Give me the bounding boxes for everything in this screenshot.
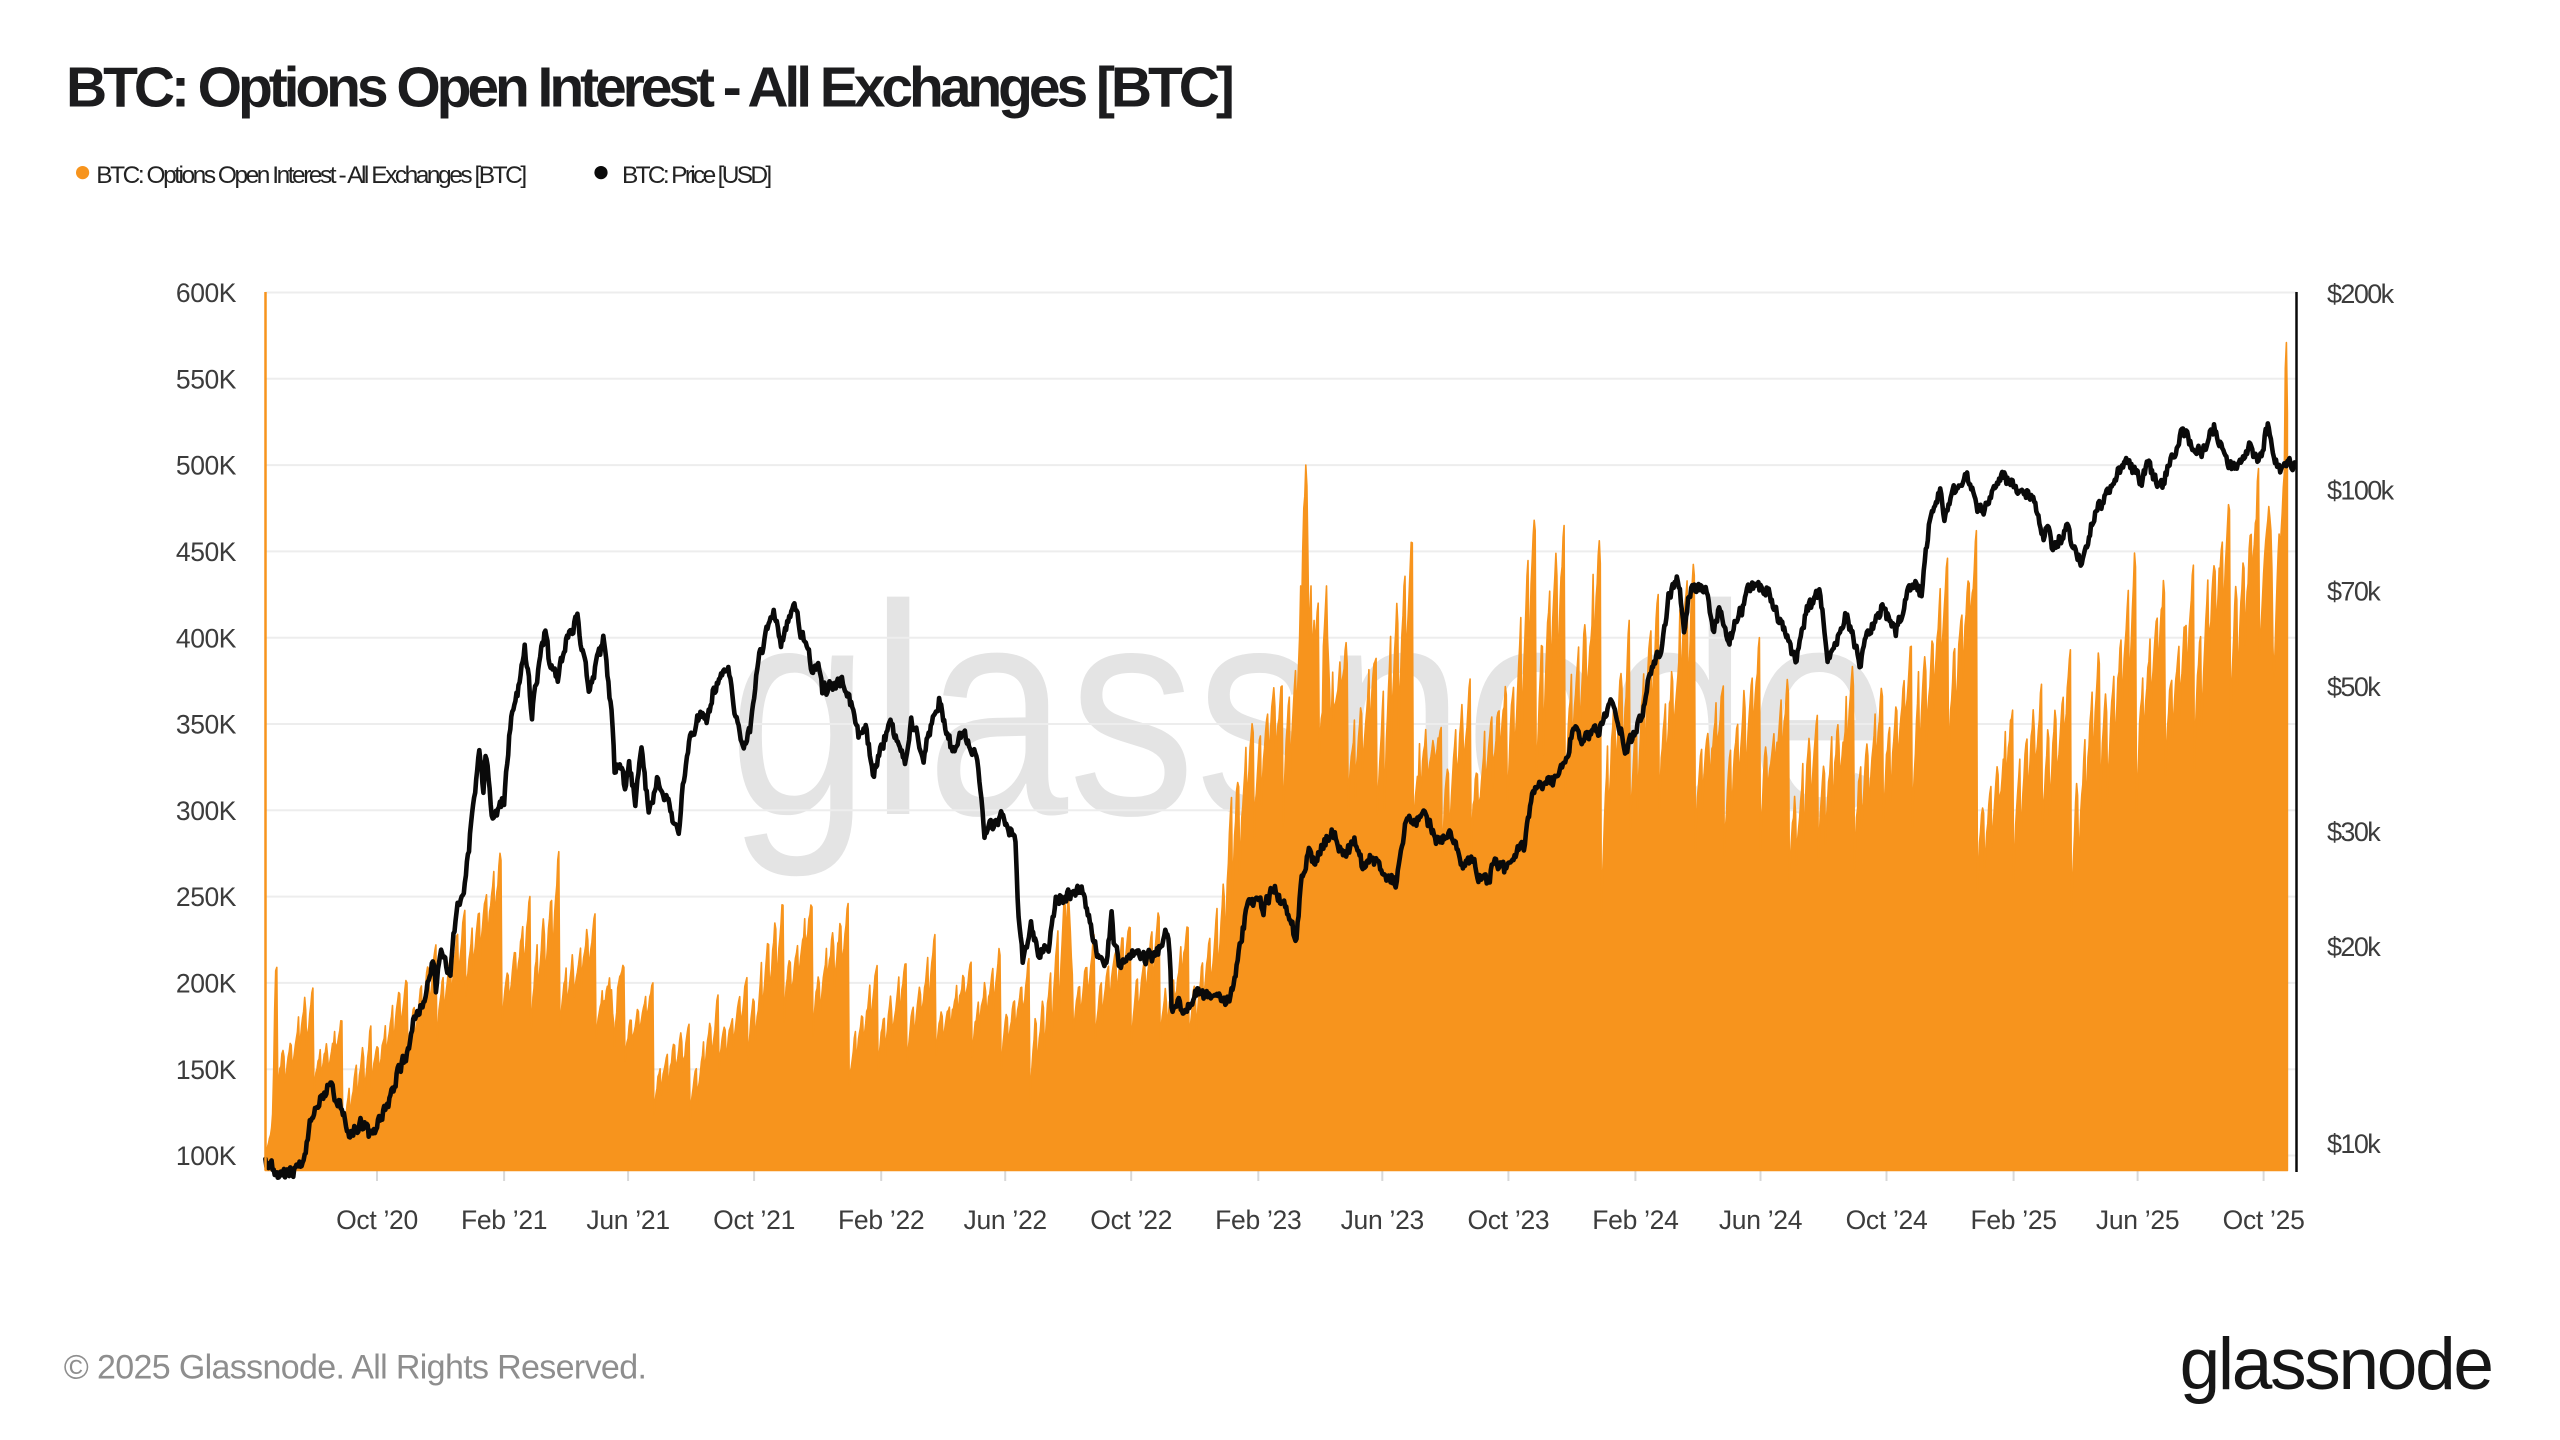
svg-text:Oct ’21: Oct ’21: [713, 1205, 795, 1235]
svg-text:450K: 450K: [176, 537, 237, 567]
svg-text:BTC: Options Open Interest - A: BTC: Options Open Interest - All Exchang…: [96, 162, 526, 189]
svg-text:Oct ’25: Oct ’25: [2223, 1205, 2305, 1235]
svg-text:Jun ’23: Jun ’23: [1341, 1205, 1424, 1235]
svg-text:Jun ’22: Jun ’22: [964, 1205, 1047, 1235]
svg-text:© 2025 Glassnode. All Rights R: © 2025 Glassnode. All Rights Reserved.: [64, 1348, 646, 1386]
svg-text:200K: 200K: [176, 969, 237, 999]
svg-text:100K: 100K: [176, 1141, 237, 1171]
svg-text:Feb ’21: Feb ’21: [461, 1205, 547, 1235]
svg-text:600K: 600K: [176, 278, 237, 308]
svg-text:Jun ’21: Jun ’21: [586, 1205, 669, 1235]
svg-text:Feb ’24: Feb ’24: [1592, 1205, 1678, 1235]
svg-text:Oct ’22: Oct ’22: [1090, 1205, 1172, 1235]
svg-text:$30k: $30k: [2327, 817, 2381, 847]
svg-text:500K: 500K: [176, 451, 237, 481]
svg-text:Feb ’23: Feb ’23: [1215, 1205, 1301, 1235]
svg-text:$100k: $100k: [2327, 476, 2395, 506]
svg-text:Jun ’25: Jun ’25: [2096, 1205, 2179, 1235]
svg-text:$200k: $200k: [2327, 279, 2395, 309]
svg-text:Oct ’23: Oct ’23: [1467, 1205, 1549, 1235]
svg-text:$70k: $70k: [2327, 577, 2381, 607]
svg-text:350K: 350K: [176, 710, 237, 740]
svg-text:300K: 300K: [176, 796, 237, 826]
svg-text:Feb ’25: Feb ’25: [1970, 1205, 2056, 1235]
svg-text:Feb ’22: Feb ’22: [838, 1205, 924, 1235]
svg-text:$20k: $20k: [2327, 932, 2381, 962]
svg-text:150K: 150K: [176, 1055, 237, 1085]
svg-text:550K: 550K: [176, 364, 237, 394]
svg-text:glassnode: glassnode: [2180, 1324, 2492, 1405]
svg-text:Oct ’24: Oct ’24: [1846, 1205, 1928, 1235]
svg-text:250K: 250K: [176, 882, 237, 912]
svg-text:$50k: $50k: [2327, 672, 2381, 702]
svg-text:400K: 400K: [176, 623, 237, 653]
svg-text:Oct ’20: Oct ’20: [336, 1205, 418, 1235]
svg-text:BTC: Options Open Interest - A: BTC: Options Open Interest - All Exchang…: [66, 56, 1232, 120]
svg-text:Jun ’24: Jun ’24: [1719, 1205, 1802, 1235]
svg-text:BTC: Price [USD]: BTC: Price [USD]: [622, 162, 771, 189]
svg-text:$10k: $10k: [2327, 1129, 2381, 1159]
